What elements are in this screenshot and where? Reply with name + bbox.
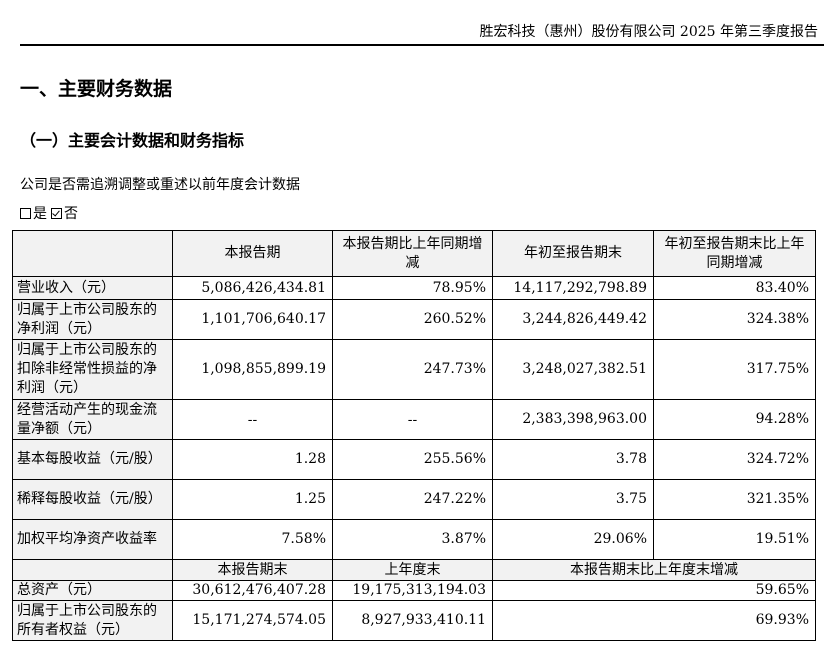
value-cell: -- (332, 399, 493, 440)
header-cell: 本报告期末 (172, 559, 333, 581)
checkbox-no-icon[interactable] (51, 207, 62, 219)
row-label: 总资产（元） (12, 580, 173, 601)
report-title: 胜宏科技（惠州）股份有限公司 2025 年第三季度报告 (479, 24, 818, 40)
value-cell: 317.75% (653, 339, 816, 400)
financial-data-table: 本报告期 本报告期比上年同期增减 年初至报告期末 年初至报告期末比上年同期增减 … (12, 230, 816, 641)
table-row: 加权平均净资产收益率 7.58% 3.87% 29.06% 19.51% (12, 519, 816, 560)
value-cell: 321.35% (653, 479, 816, 520)
value-cell: 3,244,826,449.42 (492, 299, 654, 340)
value-cell: 7.58% (172, 519, 333, 560)
value-cell: 260.52% (332, 299, 493, 340)
table-row: 基本每股收益（元/股） 1.28 255.56% 3.78 324.72% (12, 439, 816, 480)
value-cell: 69.93% (492, 600, 816, 641)
value-cell: 29.06% (492, 519, 654, 560)
value-cell: 3,248,027,382.51 (492, 339, 654, 400)
header-cell: 本报告期 (172, 230, 333, 277)
value-cell: 2,383,398,963.00 (492, 399, 654, 440)
option-no-label: 否 (64, 206, 78, 222)
table-subheader-row: 本报告期末 上年度末 本报告期末比上年度末增减 (12, 559, 816, 581)
row-label: 归属于上市公司股东的所有者权益（元） (12, 600, 173, 641)
table-row: 归属于上市公司股东的净利润（元） 1,101,706,640.17 260.52… (12, 299, 816, 340)
value-cell: 19,175,313,194.03 (332, 580, 493, 601)
value-cell: 1.25 (172, 479, 333, 520)
table-row: 稀释每股收益（元/股） 1.25 247.22% 3.75 321.35% (12, 479, 816, 520)
value-cell: 247.73% (332, 339, 493, 400)
header-cell (12, 559, 173, 581)
table-row: 经营活动产生的现金流量净额（元） -- -- 2,383,398,963.00 … (12, 399, 816, 440)
header-cell: 本报告期末比上年度末增减 (492, 559, 816, 581)
header-cell: 上年度末 (332, 559, 493, 581)
restatement-question: 公司是否需追溯调整或重述以前年度会计数据 (20, 177, 300, 193)
value-cell: 8,927,933,410.11 (332, 600, 493, 641)
header-cell: 年初至报告期末比上年同期增减 (653, 230, 816, 277)
value-cell: 5,086,426,434.81 (172, 276, 333, 300)
value-cell: 14,117,292,798.89 (492, 276, 654, 300)
value-cell: 3.87% (332, 519, 493, 560)
row-label: 归属于上市公司股东的扣除非经常性损益的净利润（元） (12, 339, 173, 400)
value-cell: 247.22% (332, 479, 493, 520)
table-header-row: 本报告期 本报告期比上年同期增减 年初至报告期末 年初至报告期末比上年同期增减 (12, 230, 816, 277)
table-row: 总资产（元） 30,612,476,407.28 19,175,313,194.… (12, 580, 816, 601)
table-row: 营业收入（元） 5,086,426,434.81 78.95% 14,117,2… (12, 276, 816, 300)
value-cell: 255.56% (332, 439, 493, 480)
value-cell: 78.95% (332, 276, 493, 300)
value-cell: 15,171,274,574.05 (172, 600, 333, 641)
value-cell: 30,612,476,407.28 (172, 580, 333, 601)
section-title: 一、主要财务数据 (20, 78, 173, 100)
value-cell: 3.78 (492, 439, 654, 480)
row-label: 经营活动产生的现金流量净额（元） (12, 399, 173, 440)
value-cell: 19.51% (653, 519, 816, 560)
header-cell: 本报告期比上年同期增减 (332, 230, 493, 277)
row-label: 营业收入（元） (12, 276, 173, 300)
row-label: 加权平均净资产收益率 (12, 519, 173, 560)
value-cell: 1.28 (172, 439, 333, 480)
header-cell (12, 230, 173, 277)
row-label: 归属于上市公司股东的净利润（元） (12, 299, 173, 340)
value-cell: 83.40% (653, 276, 816, 300)
row-label: 稀释每股收益（元/股） (12, 479, 173, 520)
table-row: 归属于上市公司股东的扣除非经常性损益的净利润（元） 1,098,855,899.… (12, 339, 816, 400)
subsection-title: （一）主要会计数据和财务指标 (20, 131, 245, 150)
value-cell: -- (172, 399, 333, 440)
option-yes-label: 是 (33, 206, 47, 222)
table-row: 归属于上市公司股东的所有者权益（元） 15,171,274,574.05 8,9… (12, 600, 816, 641)
value-cell: 3.75 (492, 479, 654, 520)
restatement-options: 是 否 (20, 203, 78, 223)
value-cell: 324.38% (653, 299, 816, 340)
row-label: 基本每股收益（元/股） (12, 439, 173, 480)
value-cell: 1,101,706,640.17 (172, 299, 333, 340)
value-cell: 324.72% (653, 439, 816, 480)
checkbox-yes-icon[interactable] (20, 207, 31, 219)
header-cell: 年初至报告期末 (492, 230, 654, 277)
page-header: 胜宏科技（惠州）股份有限公司 2025 年第三季度报告 (20, 22, 824, 46)
value-cell: 1,098,855,899.19 (172, 339, 333, 400)
value-cell: 59.65% (492, 580, 816, 601)
value-cell: 94.28% (653, 399, 816, 440)
